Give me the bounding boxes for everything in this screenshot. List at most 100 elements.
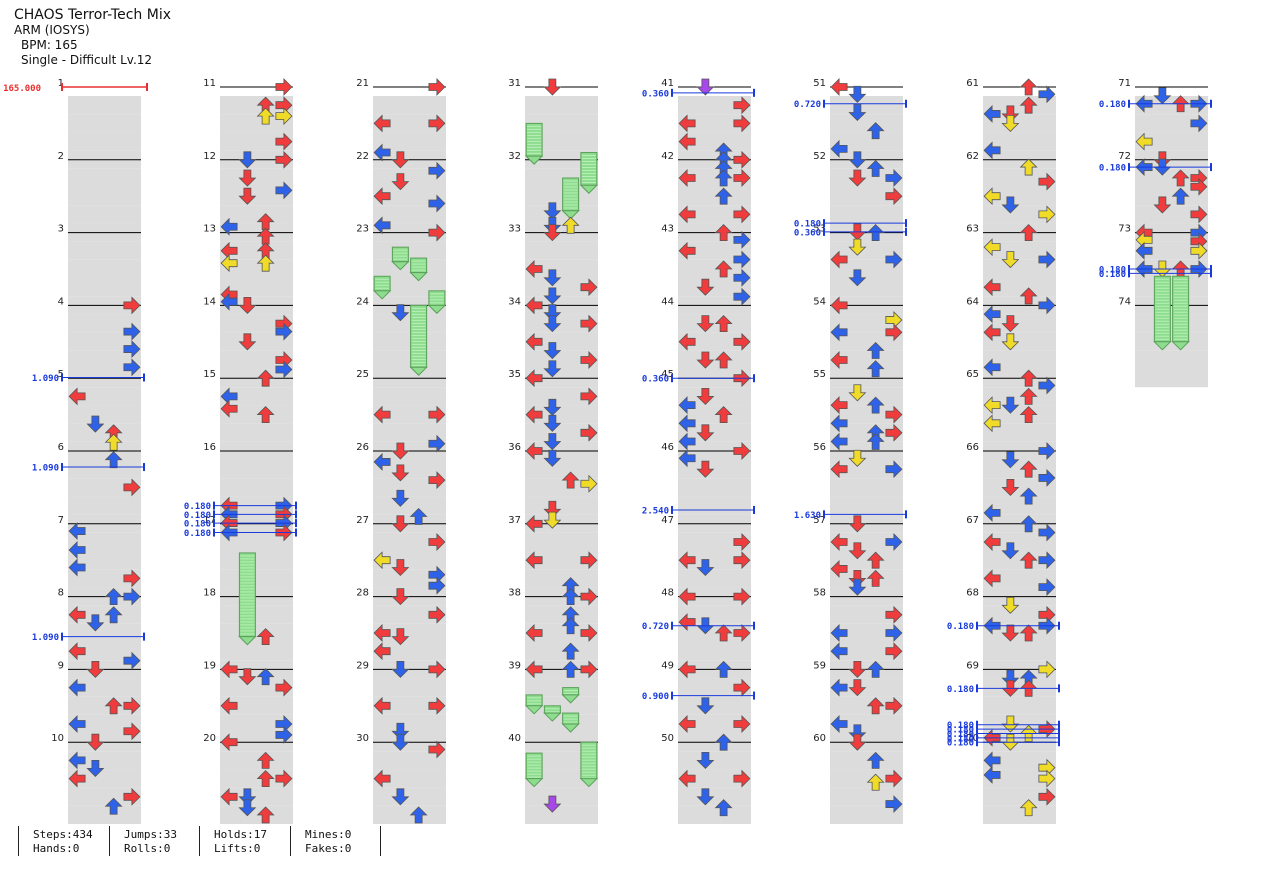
left-arrow-note (830, 559, 848, 578)
right-arrow-note (275, 725, 293, 744)
beat-band (373, 423, 446, 442)
stat-line: Jumps:33 (124, 828, 177, 841)
beat-band (68, 605, 141, 624)
stop-cap (213, 519, 215, 528)
up-arrow-note (714, 169, 733, 187)
beat-band (525, 496, 598, 515)
stop-cap (61, 373, 63, 382)
beat-band (830, 114, 903, 133)
beat-band (373, 241, 446, 260)
beat-band (830, 714, 903, 733)
right-arrow-note (885, 323, 903, 342)
beat-band (830, 405, 903, 424)
left-arrow-note (220, 217, 238, 236)
stop-marker: 0.720 (642, 621, 755, 632)
beat-band (220, 787, 293, 806)
down-arrow-note (391, 733, 410, 751)
beat-band (68, 460, 141, 479)
right-arrow-note (275, 107, 293, 126)
down-arrow-note (543, 224, 562, 242)
left-arrow-note (983, 278, 1001, 297)
measure-number: 53 (813, 224, 826, 235)
measure-number: 63 (966, 224, 979, 235)
chart-column: 1 2 3 4 5 6 7 8 9 10 (51, 78, 141, 824)
down-arrow-note (238, 788, 257, 806)
beat-band (373, 314, 446, 333)
up-arrow-note (1019, 158, 1038, 176)
measure-number: 62 (966, 151, 979, 162)
measure-number: 9 (58, 660, 64, 671)
left-arrow-note (983, 104, 1001, 123)
stop-duration-label: 0.180 (1099, 100, 1126, 110)
left-arrow-note (373, 187, 391, 206)
beat-band (220, 278, 293, 297)
stop-cap (143, 373, 145, 382)
down-arrow-note (1001, 624, 1020, 642)
stat-line: Fakes:0 (305, 842, 352, 855)
song-title: CHAOS Terror-Tech Mix (14, 7, 171, 23)
stop-marker: 0.180 (184, 510, 297, 521)
down-arrow-note (238, 333, 257, 351)
stop-cap (976, 738, 978, 747)
up-arrow-note (1019, 78, 1038, 96)
left-arrow-note (830, 396, 848, 415)
right-arrow-note (123, 651, 141, 670)
beat-band (983, 241, 1056, 260)
stop-cap (295, 528, 297, 537)
beat-band (525, 478, 598, 497)
stop-cap (671, 88, 673, 97)
measure-number: 72 (1118, 151, 1131, 162)
left-arrow-note (678, 241, 696, 260)
stop-duration-label: 0.360 (794, 228, 821, 238)
up-arrow-note (561, 216, 580, 234)
beat-band (830, 642, 903, 661)
stat-line: Steps:434 (33, 828, 93, 841)
measure-number: 67 (966, 515, 979, 526)
beat-band (68, 532, 141, 551)
difficulty-text: Single - Difficult Lv.12 (21, 53, 153, 67)
beat-band (525, 405, 598, 424)
beat-band (678, 751, 751, 770)
beat-band (830, 787, 903, 806)
right-arrow-note (580, 551, 598, 570)
measure-number: 24 (356, 296, 369, 307)
beat-band (830, 623, 903, 642)
stop-duration-label: 0.360 (642, 375, 669, 385)
down-arrow-note (848, 661, 867, 678)
up-arrow-note (866, 122, 885, 140)
beat-band (983, 350, 1056, 369)
hold-note (238, 552, 257, 646)
beat-band (525, 350, 598, 369)
beat-band (373, 714, 446, 733)
left-arrow-note (678, 449, 696, 468)
right-arrow-note (885, 605, 903, 624)
left-arrow-note (68, 558, 86, 577)
beat-band (525, 769, 598, 788)
right-arrow-note (1038, 468, 1056, 487)
up-arrow-note (714, 315, 733, 333)
beat-band (1135, 350, 1208, 369)
beat-band (220, 168, 293, 187)
down-arrow-note (391, 661, 410, 678)
down-arrow-note (543, 511, 562, 529)
beat-band (983, 405, 1056, 424)
hold-tail (1153, 341, 1172, 351)
stop-cap (976, 621, 978, 630)
beat-band (830, 241, 903, 260)
down-arrow-note (848, 85, 867, 103)
left-arrow-note (830, 414, 848, 433)
beat-band (373, 769, 446, 788)
beat-band (983, 569, 1056, 588)
measure-number: 20 (203, 733, 216, 744)
left-arrow-note (830, 351, 848, 369)
up-arrow-note (714, 406, 733, 424)
beat-band (983, 187, 1056, 206)
up-arrow-note (866, 697, 885, 715)
left-arrow-note (678, 715, 696, 733)
up-arrow-note (409, 507, 428, 525)
beat-band (678, 787, 751, 806)
down-arrow-note (238, 296, 257, 314)
up-arrow-note (1019, 551, 1038, 569)
beat-band (678, 314, 751, 333)
left-arrow-note (830, 139, 848, 158)
